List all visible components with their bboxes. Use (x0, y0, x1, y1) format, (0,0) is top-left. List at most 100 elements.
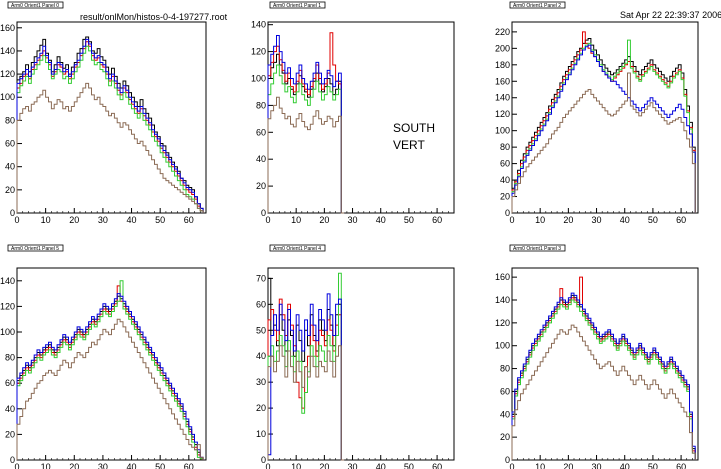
series-brown (16, 318, 204, 460)
x-tick-label: 20 (319, 215, 329, 225)
y-tick-label: 50 (256, 325, 266, 335)
y-tick-label: 140 (495, 93, 510, 103)
y-tick-label: 20 (500, 192, 510, 202)
y-tick-label: 120 (495, 318, 510, 328)
x-tick-label: 30 (592, 215, 602, 225)
panel-title: Arm0 Orient1 Panel 4 (273, 246, 321, 252)
series-brown (267, 96, 345, 214)
y-tick-label: 200 (495, 43, 510, 53)
panel-title: Arm0 Orient1 Panel 0 (11, 3, 59, 9)
y-tick-label: 20 (500, 432, 510, 442)
x-tick-label: 60 (432, 215, 442, 225)
plot-frame (511, 21, 699, 214)
y-tick-label: 80 (500, 142, 510, 152)
y-tick-label: 80 (500, 364, 510, 374)
x-tick-label: 10 (41, 462, 51, 469)
series-black (16, 295, 204, 460)
series-red (511, 31, 696, 213)
y-tick-label: 20 (5, 185, 15, 195)
y-tick-label: 80 (256, 100, 266, 110)
x-tick-label: 0 (509, 215, 514, 225)
x-tick-label: 30 (98, 215, 108, 225)
x-tick-label: 40 (620, 462, 630, 469)
y-tick-label: 140 (0, 276, 15, 286)
y-tick-label: 0 (10, 208, 15, 218)
y-tick-label: 30 (256, 377, 266, 387)
histogram-panel-1: Arm0 Orient1 Panel 1 0 10 20 30 40 50 60 0 20 40 60… (251, 1, 455, 225)
y-tick-label: 70 (256, 273, 266, 283)
y-tick-label: 120 (495, 109, 510, 119)
series-brown (511, 72, 696, 213)
x-tick-label: 0 (14, 215, 19, 225)
x-tick-label: 40 (127, 215, 137, 225)
x-tick-label: 50 (648, 215, 658, 225)
y-tick-label: 40 (256, 154, 266, 164)
y-tick-label: 160 (0, 23, 15, 33)
y-tick-label: 40 (5, 404, 15, 414)
x-tick-label: 60 (184, 215, 194, 225)
x-tick-label: 20 (563, 215, 573, 225)
x-tick-label: 10 (535, 462, 545, 469)
x-tick-label: 60 (676, 462, 686, 469)
panel-title-box (7, 244, 64, 252)
x-tick-label: 20 (69, 462, 79, 469)
y-tick-label: 160 (495, 76, 510, 86)
y-tick-label: 180 (495, 60, 510, 70)
x-tick-label: 50 (648, 462, 658, 469)
panel-title: Arm0 Orient1 Panel 1 (273, 3, 321, 9)
y-tick-label: 40 (256, 351, 266, 361)
x-tick-label: 50 (155, 462, 165, 469)
y-tick-label: 120 (0, 301, 15, 311)
y-tick-label: 40 (500, 175, 510, 185)
panel-title-box (7, 1, 64, 9)
plot-frame (16, 267, 207, 461)
panel-title-box (269, 244, 326, 252)
x-tick-label: 30 (592, 462, 602, 469)
y-tick-label: 160 (495, 272, 510, 282)
panel-title-box (269, 1, 326, 9)
y-tick-label: 40 (500, 409, 510, 419)
histogram-panel-3: Arm0 Orient1 Panel 5 0 10 20 30 40 50 60 0 20 40 60… (0, 244, 207, 469)
y-tick-label: 140 (0, 46, 15, 56)
x-tick-label: 20 (319, 462, 329, 469)
x-tick-label: 10 (291, 462, 301, 469)
annotation-vert: VERT (393, 138, 425, 152)
histogram-panel-5: Arm0 Orient1 Panel 3 0 10 20 30 40 50 60 0 20 40 60… (495, 244, 699, 469)
y-tick-label: 140 (251, 20, 266, 30)
date-label: Sat Apr 22 22:39:37 2006 (620, 10, 721, 20)
series-blue (16, 38, 204, 213)
y-tick-label: 60 (5, 378, 15, 388)
x-tick-label: 0 (265, 462, 270, 469)
series-red (16, 285, 204, 460)
x-tick-label: 10 (535, 215, 545, 225)
x-tick-label: 20 (69, 215, 79, 225)
series-blue (267, 35, 345, 214)
y-tick-label: 60 (5, 139, 15, 149)
x-tick-label: 40 (620, 215, 630, 225)
series-black (511, 294, 696, 460)
y-tick-label: 60 (500, 159, 510, 169)
x-tick-label: 30 (348, 462, 358, 469)
y-tick-label: 100 (495, 126, 510, 136)
x-tick-label: 40 (376, 462, 386, 469)
x-tick-label: 50 (404, 215, 414, 225)
y-tick-label: 120 (251, 47, 266, 57)
y-tick-label: 120 (0, 69, 15, 79)
series-green (267, 64, 345, 214)
file-path-label: result/onlMon/histos-0-4-197277.root (80, 12, 228, 22)
y-tick-label: 80 (5, 115, 15, 125)
series-brown (267, 345, 345, 461)
y-tick-label: 100 (0, 327, 15, 337)
y-tick-label: 0 (10, 455, 15, 465)
y-tick-label: 60 (256, 127, 266, 137)
y-tick-label: 0 (261, 455, 266, 465)
series-black (511, 38, 696, 213)
x-tick-label: 0 (509, 462, 514, 469)
x-tick-label: 0 (14, 462, 19, 469)
y-tick-label: 100 (251, 73, 266, 83)
y-tick-label: 220 (495, 27, 510, 37)
panel-title-box (509, 1, 566, 9)
series-blue (511, 292, 696, 460)
plot-frame (267, 21, 455, 214)
